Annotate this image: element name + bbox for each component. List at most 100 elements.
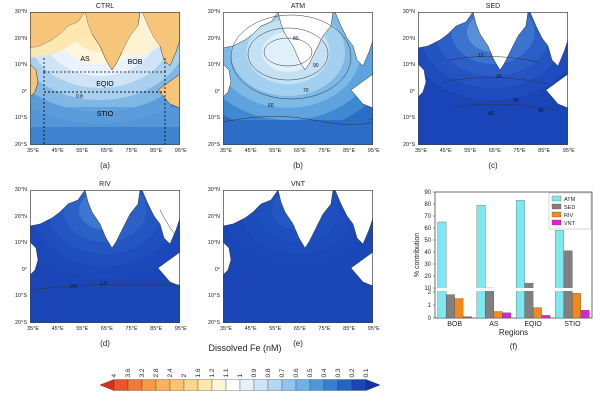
x-axis-label: Regions xyxy=(499,328,528,337)
land-riv-1 xyxy=(30,241,39,276)
panel-label-atm: (b) xyxy=(293,161,303,170)
lon-label: 85°E xyxy=(150,148,163,154)
y-tick-label: 10 xyxy=(424,286,431,292)
lat-label: 20°S xyxy=(403,142,415,148)
map-title-ctrl: CTRL xyxy=(95,3,115,10)
legend-swatch xyxy=(551,203,562,210)
lat-label: 10°S xyxy=(208,293,220,300)
contour-label: 0.8 xyxy=(76,94,83,100)
contour-label: 1.0 xyxy=(100,281,107,287)
lon-label: 35°E xyxy=(220,148,232,154)
contour-label: 40 xyxy=(538,108,544,114)
lon-label: 95°E xyxy=(174,148,187,154)
colorbar-tick: 2.8 xyxy=(153,368,160,377)
lon-label: 55°E xyxy=(269,148,282,154)
lat-label: 20°N xyxy=(14,35,27,42)
lon-label: 35°E xyxy=(220,326,232,332)
land-ctrl-1 xyxy=(30,63,39,98)
lat-label: 10°S xyxy=(208,115,220,122)
map-canvas-vnt xyxy=(223,190,373,323)
y-tick-label: 0 xyxy=(428,316,432,322)
bar-riv-bob xyxy=(454,298,464,319)
lat-label: 30°N xyxy=(14,187,27,193)
lon-label: 85°E xyxy=(538,148,551,154)
lat-label: 10°N xyxy=(14,240,27,247)
lat-label: 20°S xyxy=(208,142,220,148)
legend-swatch xyxy=(551,219,562,226)
lon-label: 95°E xyxy=(367,148,380,154)
map-panel-vnt: VNT 30°N 20°N 10°N 0° 10°S 20°S 35°E 45°E 55°E 65°… xyxy=(208,181,380,348)
lon-label: 65°E xyxy=(488,148,501,154)
land-vnt-4 xyxy=(350,251,373,287)
lat-label: 10°S xyxy=(15,115,27,122)
contour-label: 90 xyxy=(313,63,319,69)
lat-label: 10°N xyxy=(207,62,220,69)
lat-label: 20°N xyxy=(402,35,415,42)
lon-label: 55°E xyxy=(76,326,89,332)
land-vnt-2 xyxy=(277,190,334,249)
land-riv-4 xyxy=(157,251,180,287)
bar-vnt-bob xyxy=(462,316,472,319)
lon-label: 45°E xyxy=(244,148,257,154)
map-panel-ctrl: CTRL AS BOB EQIO STIO 0.8 30°N 20°N 10°N 0° 10°S 20… xyxy=(15,3,187,170)
map-title-riv: RIV xyxy=(99,181,111,188)
lon-label: 45°E xyxy=(439,148,452,154)
colorbar-tick: 2 xyxy=(181,374,188,378)
lat-label: 20°S xyxy=(15,142,27,148)
region-label-as: AS xyxy=(80,56,90,63)
colorbar-tick: 0.2 xyxy=(349,368,356,377)
land-riv-0 xyxy=(30,190,86,227)
lat-label: 20°S xyxy=(208,320,220,326)
bar-sed-bob xyxy=(445,294,455,319)
lon-label: 55°E xyxy=(269,326,282,332)
lon-label: 85°E xyxy=(343,148,356,154)
colorbar-tick: 1.6 xyxy=(195,368,202,377)
y-tick-label: 20 xyxy=(424,274,431,280)
map-canvas-atm: 80 90 70 60 xyxy=(223,12,373,145)
colorbar-tick: 1 xyxy=(237,374,244,378)
lon-label: 75°E xyxy=(125,148,138,154)
bar-sed-stio xyxy=(563,250,573,319)
bar-atm-stio xyxy=(555,230,565,319)
legend-label: SED xyxy=(564,205,575,211)
y-tick-label: 60 xyxy=(424,226,431,232)
lon-label: 95°E xyxy=(174,326,187,332)
lat-label: 20°N xyxy=(207,213,220,220)
y-tick-label: 50 xyxy=(424,238,431,244)
y-tick-label: 90 xyxy=(424,190,431,196)
colorbar-arrow-right xyxy=(365,379,381,391)
lon-label: 35°E xyxy=(27,148,39,154)
panel-label-ctrl: (a) xyxy=(100,161,110,170)
region-label-stio: STIO xyxy=(97,111,114,118)
lat-label: 20°N xyxy=(14,213,27,220)
bar-atm-as xyxy=(476,205,486,319)
y-tick-label: 70 xyxy=(424,214,431,220)
panel-label-sed: (c) xyxy=(488,161,498,170)
panel-label-f: (f) xyxy=(510,342,518,351)
land-riv-2 xyxy=(84,190,141,249)
bar-vnt-eqio xyxy=(541,315,551,319)
legend-label: RIV xyxy=(564,213,574,219)
contour-label: 60 xyxy=(268,103,274,109)
region-box-stio xyxy=(43,91,166,145)
bar-vnt-stio xyxy=(580,310,590,319)
land-riv-3 xyxy=(141,190,180,245)
bar-riv-stio xyxy=(572,293,582,319)
lon-label: 65°E xyxy=(293,148,306,154)
colorbar-tick: 1.2 xyxy=(209,368,216,377)
bar-sed-as xyxy=(485,287,495,319)
lon-label: 75°E xyxy=(318,148,331,154)
lat-label: 0° xyxy=(21,88,27,95)
x-tick-label: EQIO xyxy=(524,321,542,328)
axis-break xyxy=(436,288,591,291)
colorbar-tick: 3.6 xyxy=(125,368,132,377)
bar-sed-eqio xyxy=(524,283,534,319)
y-axis-label: % contribution xyxy=(414,233,421,277)
lat-label: 0° xyxy=(409,88,415,95)
colorbar-tick: 0.8 xyxy=(265,368,272,377)
colorbar-title: Dissolved Fe (nM) xyxy=(208,343,282,353)
lon-label: 65°E xyxy=(100,326,113,332)
land-atm-1 xyxy=(223,63,232,98)
